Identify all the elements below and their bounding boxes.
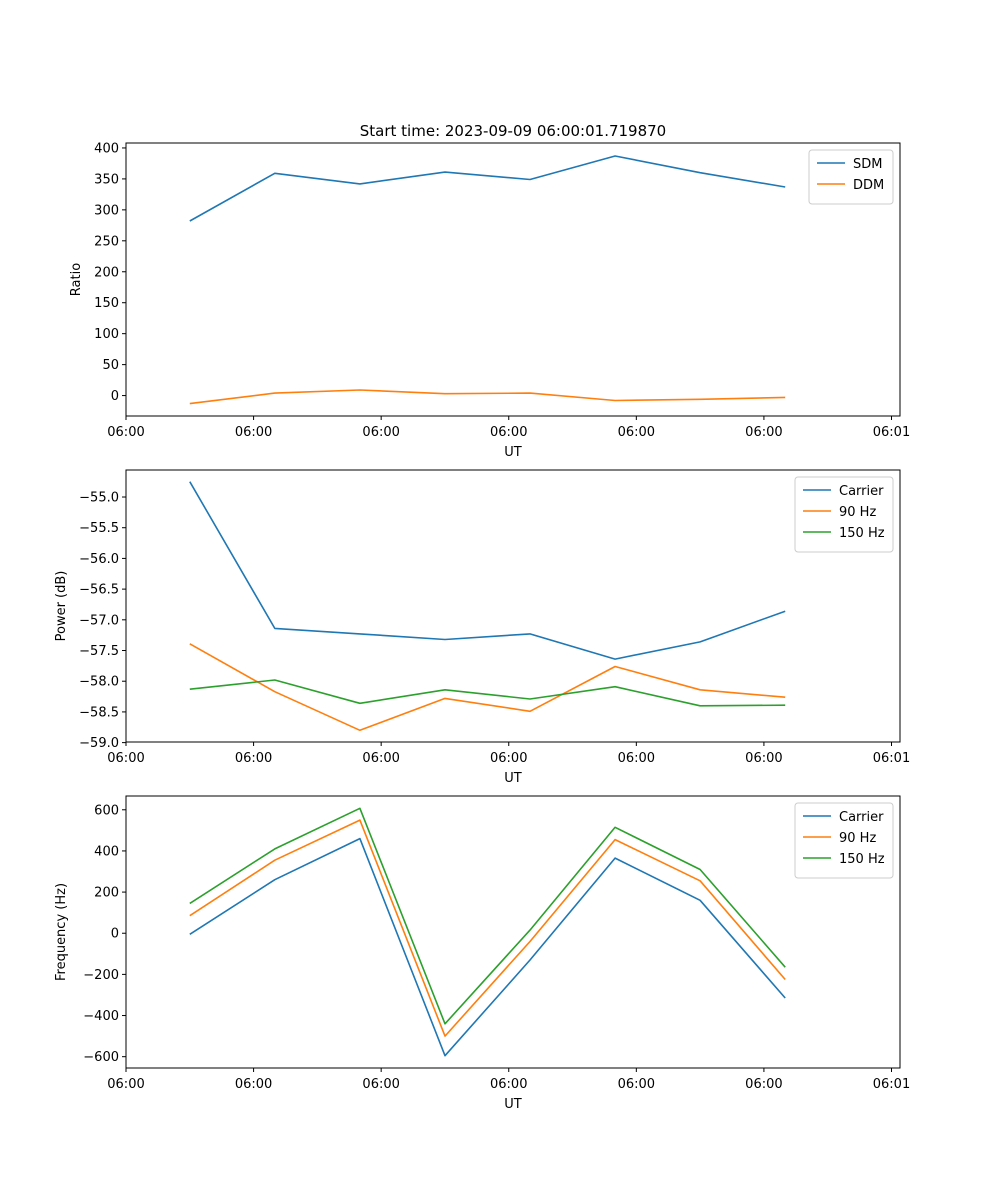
x-tick-label: 06:00 (618, 425, 655, 440)
x-tick-label: 06:00 (745, 1077, 782, 1092)
x-tick-label: 06:00 (107, 751, 144, 766)
y-tick-label: 600 (94, 803, 119, 818)
x-tick-label: 06:01 (873, 1077, 910, 1092)
y-tick-label: −59.0 (79, 736, 119, 751)
legend-label: DDM (853, 178, 884, 193)
y-tick-label: 50 (102, 358, 119, 373)
legend-box (794, 476, 894, 553)
x-tick-label: 06:00 (745, 425, 782, 440)
legend: Carrier 90 Hz 150 Hz (794, 802, 894, 879)
axes-frame (125, 469, 901, 743)
x-axis-label: UT (504, 1097, 522, 1112)
y-tick-label: −58.5 (79, 705, 119, 720)
y-axis-label: Power (dB) (54, 571, 69, 642)
y-tick-label: 300 (94, 203, 119, 218)
axes-frame (125, 795, 901, 1069)
x-tick-label: 06:00 (235, 425, 272, 440)
x-axis-label: UT (504, 445, 522, 460)
legend-label: SDM (853, 157, 882, 172)
y-tick-label: −55.5 (79, 521, 119, 536)
chart-panel-1: 0 50 100 150 200 250 300 350 400 06:00 06:00 06:00 0… (69, 141, 910, 460)
y-tick-label: −56.0 (79, 552, 119, 567)
legend: Carrier 90 Hz 150 Hz (794, 476, 894, 553)
x-tick-label: 06:00 (107, 1077, 144, 1092)
y-tick-label: 400 (94, 844, 119, 859)
legend-label: Carrier (839, 810, 884, 825)
x-tick-label: 06:00 (490, 425, 527, 440)
y-tick-label: −55.0 (79, 491, 119, 506)
y-tick-label: −200 (83, 968, 119, 983)
legend-label: Carrier (839, 484, 884, 499)
x-tick-label: 06:01 (873, 751, 910, 766)
series-line-ddm (189, 389, 786, 405)
chart-panel-2: −59.0 −58.5 −58.0 −57.5 −57.0 −56.5 −56.0 −55.5… (54, 469, 910, 786)
x-tick-label: 06:00 (618, 751, 655, 766)
legend-label: 150 Hz (839, 852, 885, 867)
y-tick-label: −56.5 (79, 583, 119, 598)
series-line-carrier (189, 837, 786, 1057)
axes-frame (125, 142, 901, 417)
y-tick-label: −400 (83, 1009, 119, 1024)
legend-label: 90 Hz (839, 831, 876, 846)
y-tick-label: 200 (94, 886, 119, 901)
legend-label: 150 Hz (839, 526, 885, 541)
x-tick-label: 06:00 (490, 1077, 527, 1092)
y-tick-label: 400 (94, 141, 119, 156)
x-tick-label: 06:00 (745, 751, 782, 766)
x-tick-label: 06:01 (873, 425, 910, 440)
x-tick-label: 06:00 (107, 425, 144, 440)
y-tick-label: 200 (94, 265, 119, 280)
series-line-carrier (189, 481, 786, 660)
x-tick-label: 06:00 (618, 1077, 655, 1092)
legend: SDM DDM (808, 149, 894, 205)
legend-label: 90 Hz (839, 505, 876, 520)
y-tick-label: 100 (94, 327, 119, 342)
y-tick-label: 350 (94, 172, 119, 187)
series-line-150-hz (189, 807, 786, 1025)
y-tick-label: −600 (83, 1050, 119, 1065)
series-line-90-hz (189, 643, 786, 732)
x-tick-label: 06:00 (490, 751, 527, 766)
series-line-90-hz (189, 819, 786, 1037)
x-tick-label: 06:00 (362, 425, 399, 440)
x-tick-label: 06:00 (235, 751, 272, 766)
y-tick-label: −57.5 (79, 644, 119, 659)
x-axis-label: UT (504, 771, 522, 786)
y-tick-label: 0 (111, 389, 119, 404)
y-tick-label: −58.0 (79, 675, 119, 690)
series-line-150-hz (189, 679, 786, 707)
figure-title: Start time: 2023-09-09 06:00:01.719870 (360, 122, 666, 140)
y-axis-label: Frequency (Hz) (54, 883, 69, 981)
y-tick-label: −57.0 (79, 613, 119, 628)
legend-box (794, 802, 894, 879)
y-axis-label: Ratio (69, 263, 84, 296)
y-tick-label: 250 (94, 234, 119, 249)
x-tick-label: 06:00 (362, 751, 399, 766)
chart-panel-3: −600 −400 −200 0 200 400 600 06:00 06:00 06:00 06:… (54, 795, 910, 1112)
series-line-sdm (189, 155, 786, 222)
x-tick-label: 06:00 (235, 1077, 272, 1092)
x-tick-label: 06:00 (362, 1077, 399, 1092)
y-tick-label: 0 (111, 927, 119, 942)
y-tick-label: 150 (94, 296, 119, 311)
